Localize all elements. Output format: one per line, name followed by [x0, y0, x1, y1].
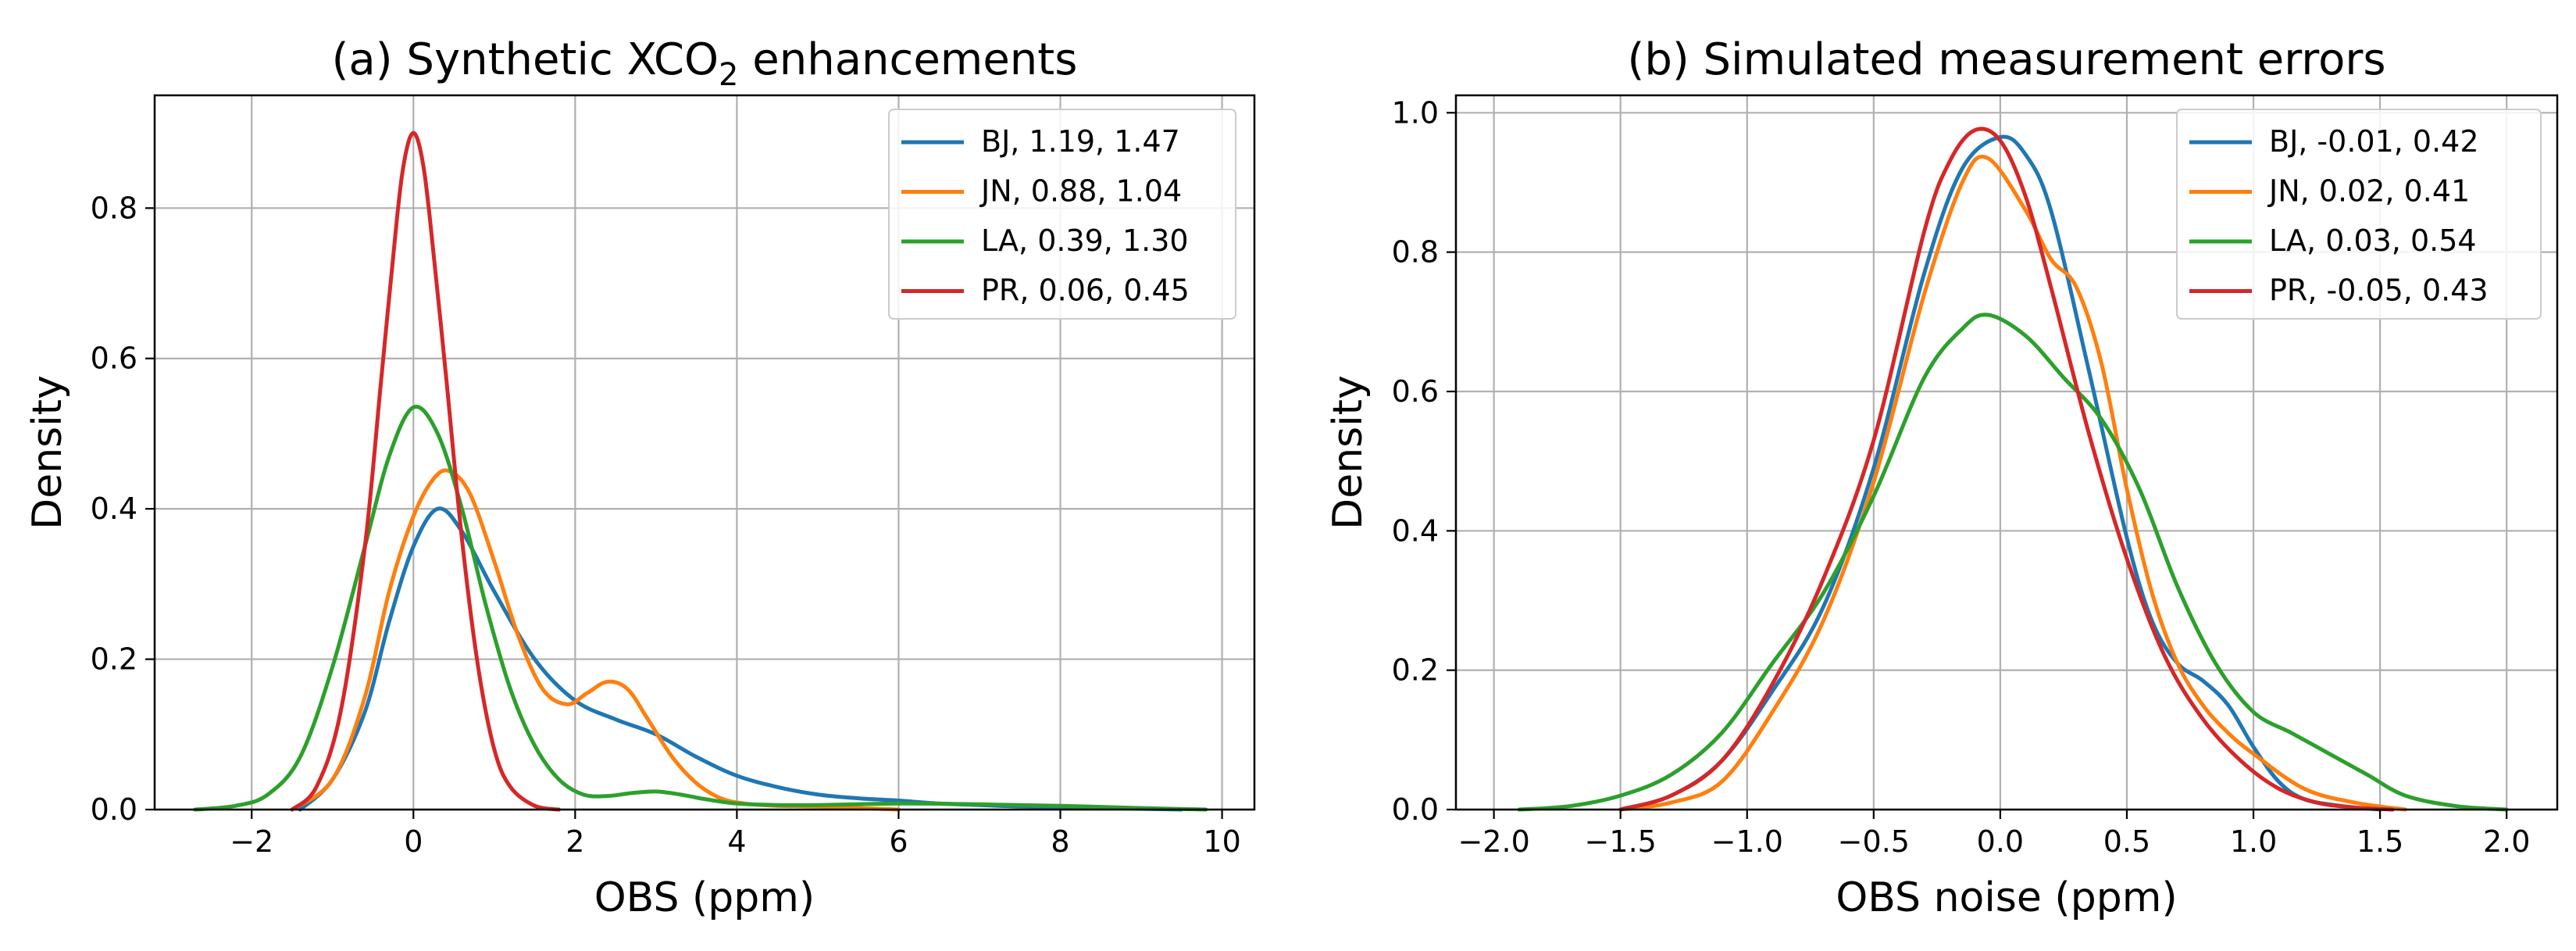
x-tick-label: −0.5 [1838, 824, 1910, 859]
x-tick-label: 0.0 [1977, 824, 2024, 859]
y-tick-label: 1.0 [1392, 95, 1439, 130]
y-tick-label: 0.4 [1392, 513, 1439, 548]
series-line-jn [1618, 155, 2408, 812]
y-tick-label: 0.8 [1392, 235, 1439, 270]
legend-label-la: LA, 0.03, 0.54 [2269, 223, 2477, 258]
panel-b-legend: BJ, -0.01, 0.42 JN, 0.02, 0.41 LA, 0.03, 0… [2176, 109, 2542, 320]
panel-b: (b) Simulated measurement errors −2.0 −1.… [1325, 34, 2559, 921]
x-tick-label: 0 [404, 824, 423, 859]
panel-b-xlabel: OBS noise (ppm) [1836, 874, 2177, 921]
x-tick-label: −1.5 [1585, 824, 1657, 859]
series-line-pr [1618, 127, 2395, 812]
y-tick-label: 0.6 [91, 341, 137, 376]
x-tick-label: −2.0 [1457, 824, 1529, 859]
y-tick-label: 0.0 [91, 792, 137, 827]
panel-a-y-ticks: 0.0 0.2 0.4 0.6 0.8 [91, 191, 155, 827]
panel-a-ylabel: Density [24, 375, 71, 530]
panel-b-title: (b) Simulated measurement errors [1627, 34, 2385, 85]
panel-b-axes-frame [1454, 94, 2559, 811]
series-line-la [1517, 313, 2509, 812]
legend-box [888, 109, 1236, 320]
panel-a: (a) Synthetic XCO2 enhancements −2 0 2 4 6 8 1… [24, 34, 1256, 921]
x-tick-label: −1.0 [1711, 824, 1783, 859]
panel-a-lines [193, 130, 1208, 812]
panel-a-xlabel: OBS (ppm) [594, 874, 815, 921]
y-tick-label: 0.4 [91, 492, 137, 526]
panel-b-x-ticks: −2.0 −1.5 −1.0 −0.5 0.0 0.5 1.0 1.5 2.0 [1457, 810, 2530, 859]
legend-label-la: LA, 0.39, 1.30 [981, 223, 1189, 258]
panel-a-x-ticks: −2 0 2 4 6 8 10 [230, 810, 1241, 859]
panel-b-lines [1517, 127, 2509, 812]
legend-label-bj: BJ, 1.19, 1.47 [981, 124, 1180, 159]
x-tick-label: 4 [727, 824, 746, 859]
x-tick-label: 1.5 [2357, 824, 2403, 859]
panel-a-axes-frame [153, 94, 1256, 811]
legend-label-bj: BJ, -0.01, 0.42 [2269, 124, 2479, 159]
x-tick-label: 8 [1051, 824, 1069, 859]
x-tick-label: 6 [889, 824, 908, 859]
y-tick-label: 0.8 [91, 191, 137, 225]
panel-a-legend: BJ, 1.19, 1.47 JN, 0.88, 1.04 LA, 0.39, 1.… [888, 109, 1236, 320]
x-tick-label: 2 [566, 824, 584, 859]
x-tick-label: 1.0 [2230, 824, 2277, 859]
x-tick-label: −2 [230, 824, 273, 859]
x-tick-label: 2.0 [2483, 824, 2530, 859]
x-tick-label: 0.5 [2103, 824, 2150, 859]
y-tick-label: 0.6 [1392, 374, 1439, 409]
legend-box [2176, 109, 2542, 320]
legend-label-jn: JN, 0.02, 0.41 [2267, 174, 2470, 209]
panel-b-y-ticks: 0.0 0.2 0.4 0.6 0.8 1.0 [1392, 95, 1456, 827]
y-tick-label: 0.2 [91, 642, 137, 677]
y-tick-label: 0.2 [1392, 653, 1439, 688]
series-line-bj [1618, 134, 2382, 812]
x-tick-label: 10 [1203, 824, 1240, 859]
legend-label-pr: PR, -0.05, 0.43 [2269, 274, 2489, 308]
series-line-la [193, 405, 1208, 812]
y-tick-label: 0.0 [1392, 792, 1439, 827]
panel-a-title: (a) Synthetic XCO2 enhancements [332, 34, 1078, 93]
panel-b-ylabel: Density [1325, 375, 1372, 530]
legend-label-pr: PR, 0.06, 0.45 [981, 274, 1190, 308]
legend-label-jn: JN, 0.88, 1.04 [979, 174, 1182, 209]
series-line-pr [290, 130, 562, 812]
